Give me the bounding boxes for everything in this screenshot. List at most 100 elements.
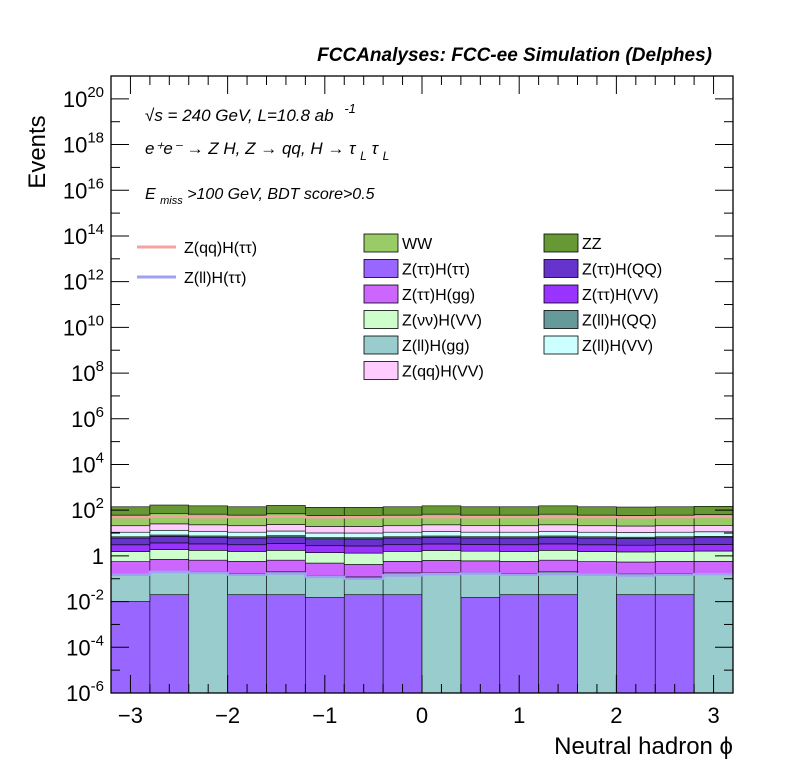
stack-legend-label: Z(ll)H(gg) — [402, 338, 470, 355]
bar-2-11 — [538, 559, 578, 573]
bar-4-6 — [343, 545, 384, 554]
x-tick-label: 3 — [707, 703, 719, 728]
bar-7-8 — [421, 530, 462, 537]
bar-4-10 — [499, 544, 539, 552]
bar-0-13 — [616, 594, 656, 694]
y-tick-label: 1014 — [63, 221, 104, 249]
x-tick-label: 2 — [610, 703, 622, 728]
axis-ticks — [110, 75, 734, 694]
bar-9-2 — [188, 513, 228, 526]
bar-7-15 — [693, 531, 734, 537]
bar-1-2 — [188, 571, 228, 694]
bar-7-7 — [382, 531, 423, 538]
y-tick-label: 104 — [71, 449, 104, 477]
bar-7-14 — [654, 531, 695, 538]
bar-4-8 — [421, 543, 462, 551]
bar-0-3 — [227, 594, 267, 694]
stack-legend-swatch — [363, 233, 399, 253]
bar-8-4 — [266, 524, 306, 532]
bar-9-8 — [421, 513, 462, 526]
x-axis-label: Neutral hadron ϕ — [554, 733, 733, 760]
bar-5-7 — [382, 537, 423, 546]
signal-line-0 — [111, 515, 733, 519]
bar-10-11 — [538, 505, 578, 515]
stack-layer-1 — [110, 571, 734, 694]
bar-2-2 — [188, 559, 228, 573]
bar-4-12 — [577, 544, 617, 552]
process-sub2: L — [383, 149, 390, 163]
stack-legend-swatch — [363, 284, 399, 304]
bar-1-14 — [654, 573, 695, 596]
bar-8-1 — [149, 523, 190, 531]
bar-10-6 — [343, 507, 384, 516]
bar-8-13 — [616, 525, 656, 533]
y-tick-label: 1016 — [63, 175, 104, 203]
bar-1-15 — [693, 573, 734, 694]
process-tau: τ — [372, 139, 380, 158]
bar-10-3 — [227, 506, 267, 516]
signal-line-1 — [111, 570, 733, 580]
bar-1-12 — [577, 573, 617, 694]
energy-lumi-text: √s = 240 GeV, L=10.8 ab — [145, 106, 334, 125]
bar-3-7 — [382, 551, 423, 562]
y-tick-label: 1 — [92, 544, 104, 569]
bar-10-2 — [188, 505, 228, 515]
bar-1-10 — [499, 573, 539, 596]
bar-7-2 — [188, 530, 228, 537]
y-tick-label: 10-6 — [66, 678, 104, 706]
bar-8-10 — [499, 525, 539, 533]
bar-4-2 — [188, 543, 228, 551]
bar-3-2 — [188, 550, 228, 561]
histogram-stack — [110, 504, 734, 694]
stack-layer-8 — [110, 523, 734, 534]
stack-legend-swatch — [543, 310, 579, 329]
bar-5-11 — [538, 536, 578, 545]
bar-3-5 — [305, 552, 345, 564]
bar-3-4 — [266, 550, 306, 561]
bar-5-8 — [421, 536, 462, 545]
bar-3-9 — [460, 550, 501, 562]
bar-3-14 — [654, 551, 695, 562]
bar-2-1 — [149, 559, 190, 573]
bar-10-12 — [577, 506, 617, 516]
bar-5-0 — [110, 537, 151, 546]
bar-5-9 — [460, 537, 501, 545]
bar-2-5 — [305, 562, 345, 577]
stack-legend-label: Z(ττ)H(gg) — [402, 287, 475, 304]
bar-2-3 — [227, 561, 267, 574]
bar-5-4 — [266, 536, 306, 544]
signal-legend: Z(qq)H(ττ) Z(ll)H(ττ) — [137, 240, 257, 287]
stack-legend-label: WW — [402, 236, 433, 253]
bar-3-0 — [110, 551, 151, 562]
annotation-process: e⁺e⁻ → Z H, Z → qq, H → τ L τ L — [145, 139, 389, 164]
x-tick-labels: −3 −2 −1 0 1 2 3 — [118, 703, 720, 728]
bar-5-12 — [577, 537, 617, 546]
bar-7-6 — [343, 532, 384, 539]
bar-5-6 — [343, 538, 384, 547]
bar-5-14 — [654, 537, 695, 546]
y-tick-labels: 1020 1018 1016 1014 1012 1010 108 106 104 102 1 10-… — [63, 84, 104, 706]
bar-4-5 — [305, 545, 345, 553]
bar-10-4 — [266, 505, 306, 515]
bar-7-13 — [616, 532, 656, 538]
stack-legend-swatch — [363, 259, 399, 278]
process-text: e⁺e⁻ → Z H, Z → qq, H → τ — [145, 139, 357, 158]
y-tick-label: 10-2 — [66, 587, 104, 615]
bar-4-9 — [460, 544, 501, 552]
stack-legend: WW ZZ Z(ττ)H(ττ) Z(ττ)H(QQ) Z(ττ)H(gg) Z(ττ)H… — [363, 233, 662, 381]
y-tick-label: 106 — [71, 404, 104, 432]
stack-legend-swatch — [543, 284, 579, 304]
stack-layer-3 — [110, 549, 734, 565]
bar-1-4 — [266, 571, 306, 596]
bar-2-13 — [616, 561, 656, 575]
bar-7-3 — [227, 531, 267, 538]
bar-3-8 — [421, 550, 462, 561]
bar-2-9 — [460, 560, 501, 573]
stack-layer-7 — [110, 529, 734, 539]
y-tick-label: 1020 — [63, 84, 104, 112]
bar-5-1 — [149, 535, 190, 544]
bar-8-2 — [188, 524, 228, 532]
bar-3-12 — [577, 551, 617, 562]
bar-4-15 — [693, 544, 734, 552]
